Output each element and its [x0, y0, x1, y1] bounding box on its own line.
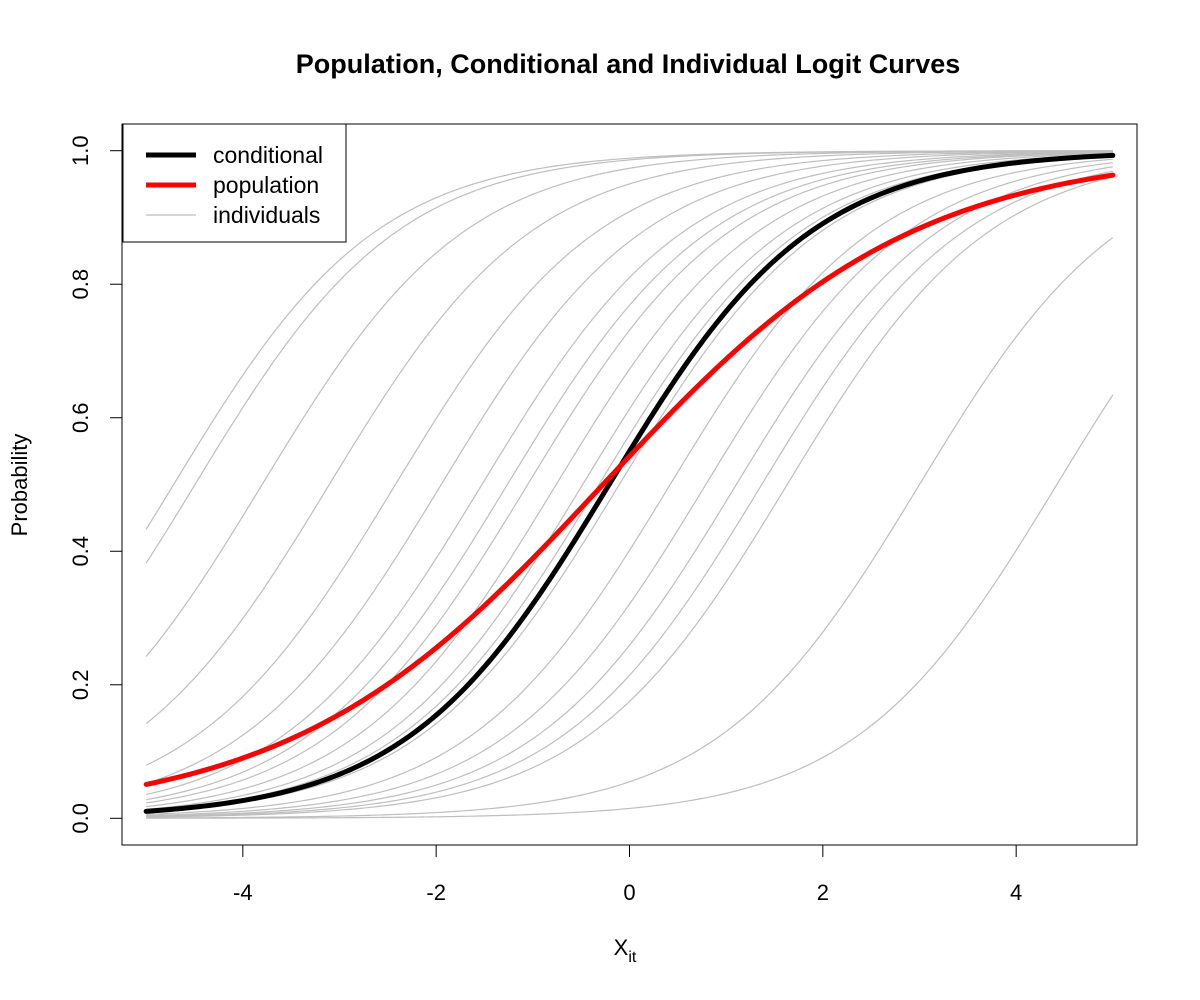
x-tick-label-2: 0 — [623, 880, 635, 905]
individual-curve-12 — [146, 154, 1113, 812]
legend-label-population: population — [213, 172, 319, 198]
individual-curve-10 — [146, 152, 1113, 808]
y-tick-label-2: 0.4 — [68, 536, 93, 567]
individual-curve-11 — [146, 153, 1113, 810]
x-axis-label-main: X — [614, 935, 629, 960]
x-axis: -4 -2 0 2 4 — [233, 844, 1022, 905]
conditional-curve — [143, 152, 1116, 814]
individual-curve-6 — [145, 151, 1113, 785]
x-tick-label-1: -2 — [426, 880, 446, 905]
y-tick-label-0: 0.0 — [68, 803, 93, 834]
individual-curve-7 — [146, 151, 1113, 796]
individual-curve-15 — [146, 162, 1113, 817]
individual-curve-19 — [146, 237, 1114, 819]
y-tick-label-1: 0.2 — [68, 669, 93, 700]
x-axis-label: Xit — [614, 935, 637, 966]
legend: conditional population individuals — [122, 123, 347, 243]
individual-curve-20 — [146, 394, 1114, 819]
individual-curve-16 — [146, 166, 1113, 817]
individual-curve-5 — [145, 150, 1113, 766]
x-tick-label-0: -4 — [233, 880, 253, 905]
curves-layer — [143, 150, 1116, 819]
individual-curve-9 — [146, 152, 1113, 804]
legend-label-conditional: conditional — [213, 142, 323, 168]
individual-curve-13 — [146, 155, 1113, 813]
x-tick-label-3: 2 — [817, 880, 829, 905]
chart-title: Population, Conditional and Individual L… — [296, 49, 961, 79]
legend-label-individuals: individuals — [213, 202, 320, 228]
y-axis-label: Probability — [7, 434, 32, 537]
y-tick-label-4: 0.8 — [68, 269, 93, 300]
x-tick-label-4: 4 — [1010, 880, 1022, 905]
x-axis-label-subscript: it — [628, 949, 637, 966]
individual-curve-18 — [146, 176, 1113, 818]
individual-curve-4 — [145, 150, 1113, 725]
individual-curve-3 — [145, 150, 1113, 657]
individual-curve-17 — [146, 170, 1113, 818]
y-tick-label-3: 0.6 — [68, 402, 93, 433]
population-curve — [143, 172, 1116, 787]
individual-curve-14 — [146, 158, 1113, 816]
individual-curve-8 — [146, 151, 1113, 801]
y-tick-label-5: 1.0 — [68, 135, 93, 166]
y-axis: 0.0 0.2 0.4 0.6 0.8 1.0 — [68, 135, 123, 834]
